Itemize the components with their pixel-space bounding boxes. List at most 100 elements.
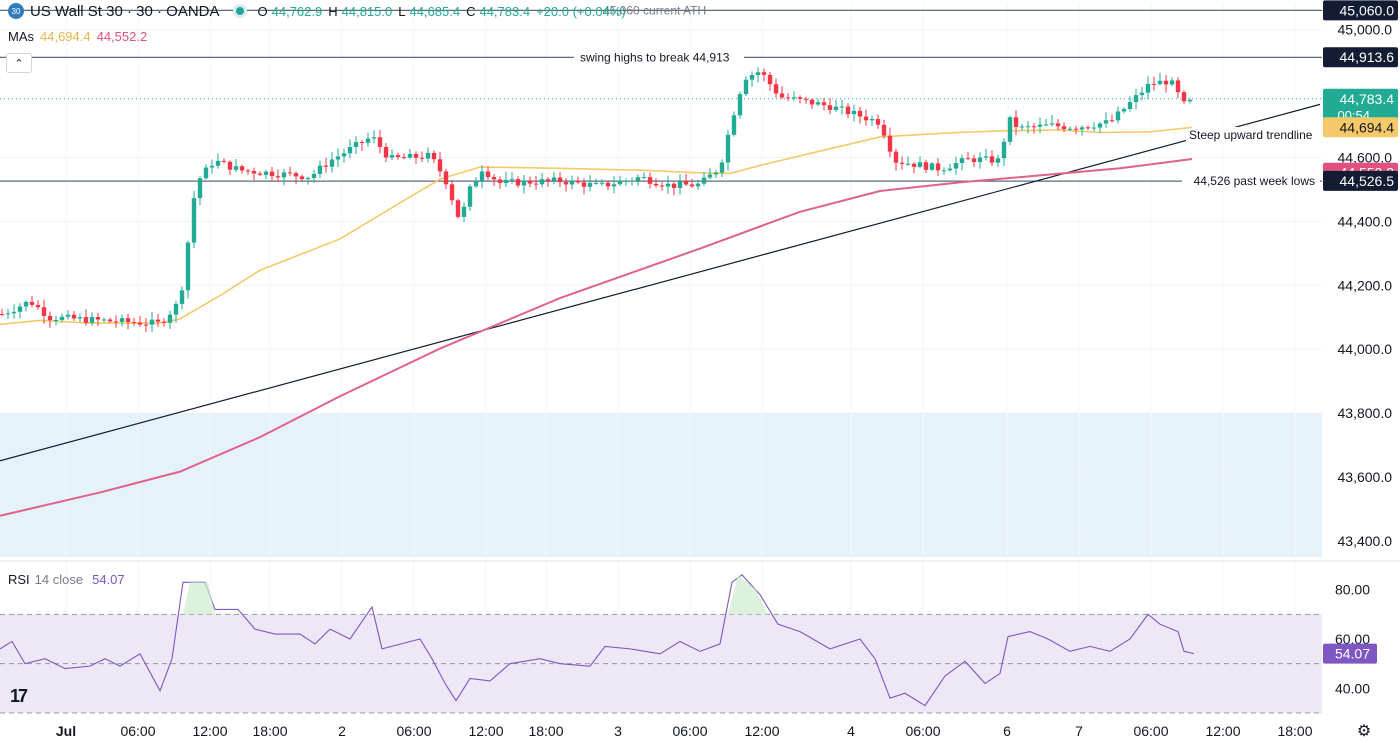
- rsi-overbought-fill: [183, 582, 215, 615]
- candle-body: [455, 200, 461, 217]
- candle-body: [59, 316, 65, 321]
- ma-fast-value: 44,694.4: [40, 29, 91, 44]
- candle-body: [671, 183, 677, 188]
- candle-body: [83, 317, 89, 323]
- level-label-bg: [574, 49, 744, 66]
- candle-body: [773, 84, 779, 94]
- candle-body: [1133, 95, 1139, 103]
- ma-slow-value: 44,552.2: [96, 29, 148, 44]
- candle-body: [851, 110, 857, 115]
- trendline: [0, 103, 1321, 462]
- gear-icon[interactable]: ⚙: [1356, 723, 1372, 740]
- candle-body: [665, 183, 671, 187]
- rsi-axis-tick-label: 60.00: [1335, 631, 1370, 647]
- price-tag: [1323, 170, 1398, 191]
- ma-legend[interactable]: MAs 44,694.4 44,552.2: [8, 29, 147, 44]
- x-axis-tick-label: 6: [1003, 723, 1011, 739]
- candle-body: [791, 97, 797, 99]
- candle-body: [563, 182, 569, 185]
- candle-body: [443, 171, 449, 185]
- candle-body: [983, 156, 989, 158]
- x-axis-tick-label: Jul: [56, 723, 76, 739]
- ohlc-open-value: 44,762.9: [271, 3, 323, 19]
- tradingview-logo-icon[interactable]: 17: [10, 686, 28, 706]
- candle-body: [371, 137, 377, 139]
- ma-slow-line: [0, 158, 1193, 517]
- level-label-bg: [1182, 173, 1320, 190]
- candle-body: [593, 182, 599, 184]
- x-axis-tick-label: 12:00: [468, 723, 503, 739]
- candle-body: [881, 124, 887, 136]
- candle-body: [359, 142, 365, 144]
- ohlc-close-label: C: [466, 3, 476, 19]
- candle-body: [425, 152, 431, 159]
- candle-body: [701, 177, 707, 184]
- level-label: swing highs to break 44,913: [580, 50, 730, 64]
- price-tag: [1323, 0, 1398, 21]
- candle-body: [203, 167, 209, 179]
- price-tag-label: 44,694.4: [1340, 119, 1395, 135]
- candle-body: [131, 321, 137, 323]
- candle-body: [587, 182, 593, 187]
- candle-body: [971, 158, 977, 163]
- chevron-up-icon: ⌃: [14, 57, 24, 70]
- candle-body: [1067, 128, 1073, 130]
- candle-body: [893, 151, 899, 163]
- price-tag-label: 44,913.6: [1340, 49, 1395, 65]
- candle-body: [173, 303, 179, 315]
- candle-body: [5, 313, 11, 315]
- candle-body: [935, 163, 941, 171]
- x-axis-tick-label: 18:00: [528, 723, 563, 739]
- candle-body: [77, 317, 83, 319]
- candle-body: [161, 321, 167, 323]
- candle-body: [323, 165, 329, 167]
- candle-body: [221, 160, 227, 162]
- candle-body: [1073, 128, 1079, 130]
- candle-body: [1037, 124, 1043, 127]
- candle-body: [923, 162, 929, 170]
- y-axis-tick-label: 44,600.0: [1338, 149, 1393, 165]
- candle-body: [911, 163, 917, 167]
- candle-body: [251, 171, 257, 174]
- y-axis-tick-label: 43,600.0: [1338, 469, 1393, 485]
- candle-body: [623, 180, 629, 182]
- candle-body: [659, 185, 665, 187]
- candle-body: [965, 158, 971, 160]
- candle-body: [1013, 117, 1019, 127]
- candle-body: [239, 166, 245, 171]
- candle-body: [689, 184, 695, 187]
- rsi-legend[interactable]: RSI 14 close 54.07: [8, 572, 125, 587]
- candle-body: [377, 137, 383, 148]
- candle-body: [95, 316, 101, 320]
- candle-body: [635, 177, 641, 181]
- candle-body: [89, 316, 95, 323]
- candle-body: [1175, 80, 1181, 93]
- candle-body: [557, 177, 563, 183]
- candle-body: [65, 314, 71, 317]
- candle-body: [335, 156, 341, 160]
- candle-body: [809, 99, 815, 105]
- candle-body: [1061, 126, 1067, 130]
- candle-body: [1103, 120, 1109, 124]
- candle-body: [713, 172, 719, 175]
- ma-legend-label: MAs: [8, 29, 34, 44]
- candle-body: [419, 157, 425, 159]
- ohlc-high-label: H: [328, 3, 338, 19]
- candle-body: [629, 180, 635, 182]
- candle-body: [599, 182, 605, 184]
- collapse-legend-button[interactable]: ⌃: [6, 53, 32, 73]
- candle-body: [839, 106, 845, 108]
- candle-body: [1031, 126, 1037, 128]
- candle-body: [1025, 126, 1031, 128]
- symbol-title[interactable]: US Wall St 30 · 30 · OANDA: [30, 2, 220, 20]
- candle-body: [215, 160, 221, 166]
- candle-body: [1085, 127, 1091, 129]
- candle-body: [1115, 111, 1121, 121]
- candle-body: [365, 138, 371, 143]
- x-axis-tick-label: 06:00: [672, 723, 707, 739]
- candle-body: [245, 170, 251, 172]
- candle-body: [683, 181, 689, 185]
- candle-body: [947, 168, 953, 171]
- ohlc-low-value: 44,685.4: [409, 3, 461, 19]
